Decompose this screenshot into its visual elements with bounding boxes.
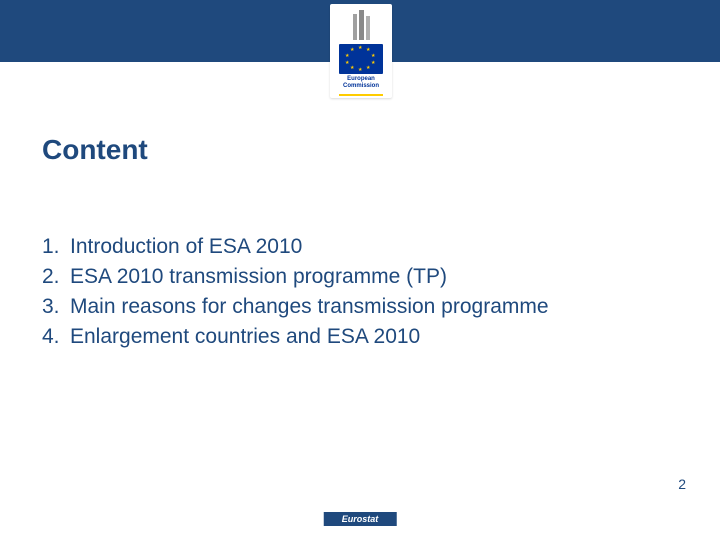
list-item: 2. ESA 2010 transmission programme (TP) xyxy=(42,262,662,292)
footer-label: Eurostat xyxy=(324,512,397,526)
ec-logo-line1: European xyxy=(347,76,375,82)
slide: ★ ★ ★ ★ ★ ★ ★ ★ ★ ★ European Commission … xyxy=(0,0,720,540)
content-list: 1. Introduction of ESA 2010 2. ESA 2010 … xyxy=(42,232,662,352)
ec-building-icon xyxy=(347,10,375,40)
eu-flag-icon: ★ ★ ★ ★ ★ ★ ★ ★ ★ ★ xyxy=(339,44,383,74)
ec-logo: ★ ★ ★ ★ ★ ★ ★ ★ ★ ★ European Commission xyxy=(330,4,392,98)
list-item: 1. Introduction of ESA 2010 xyxy=(42,232,662,262)
list-item-number: 1. xyxy=(42,232,70,262)
page-number: 2 xyxy=(678,476,686,492)
list-item-text: Enlargement countries and ESA 2010 xyxy=(70,322,662,352)
list-item-text: Introduction of ESA 2010 xyxy=(70,232,662,262)
slide-title: Content xyxy=(42,134,148,166)
list-item: 3. Main reasons for changes transmission… xyxy=(42,292,662,322)
ec-logo-line2: Commission xyxy=(343,83,379,89)
list-item: 4. Enlargement countries and ESA 2010 xyxy=(42,322,662,352)
ec-logo-underline xyxy=(339,94,383,96)
list-item-number: 4. xyxy=(42,322,70,352)
list-item-text: Main reasons for changes transmission pr… xyxy=(70,292,662,322)
list-item-number: 3. xyxy=(42,292,70,322)
list-item-number: 2. xyxy=(42,262,70,292)
ec-logo-text: European Commission xyxy=(330,76,392,90)
list-item-text: ESA 2010 transmission programme (TP) xyxy=(70,262,662,292)
